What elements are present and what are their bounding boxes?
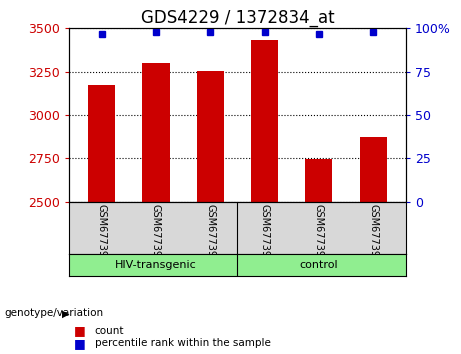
Text: GSM677394: GSM677394 <box>314 204 324 263</box>
Text: control: control <box>300 260 338 270</box>
Bar <box>88 85 115 202</box>
Text: percentile rank within the sample: percentile rank within the sample <box>95 338 271 348</box>
Text: ■: ■ <box>74 325 85 337</box>
Bar <box>360 137 387 202</box>
Title: GDS4229 / 1372834_at: GDS4229 / 1372834_at <box>141 9 334 27</box>
Bar <box>305 159 332 202</box>
Text: GSM677392: GSM677392 <box>205 204 215 263</box>
Text: GSM677390: GSM677390 <box>97 204 106 263</box>
Bar <box>197 71 224 202</box>
Text: GSM677395: GSM677395 <box>368 204 378 263</box>
Text: HIV-transgenic: HIV-transgenic <box>115 260 197 270</box>
Text: GSM677393: GSM677393 <box>260 204 270 263</box>
Text: genotype/variation: genotype/variation <box>5 308 104 318</box>
Bar <box>251 40 278 202</box>
Text: ■: ■ <box>74 337 85 350</box>
Text: ▶: ▶ <box>62 308 70 318</box>
Text: GSM677391: GSM677391 <box>151 204 161 263</box>
Text: count: count <box>95 326 124 336</box>
Bar <box>142 63 170 202</box>
